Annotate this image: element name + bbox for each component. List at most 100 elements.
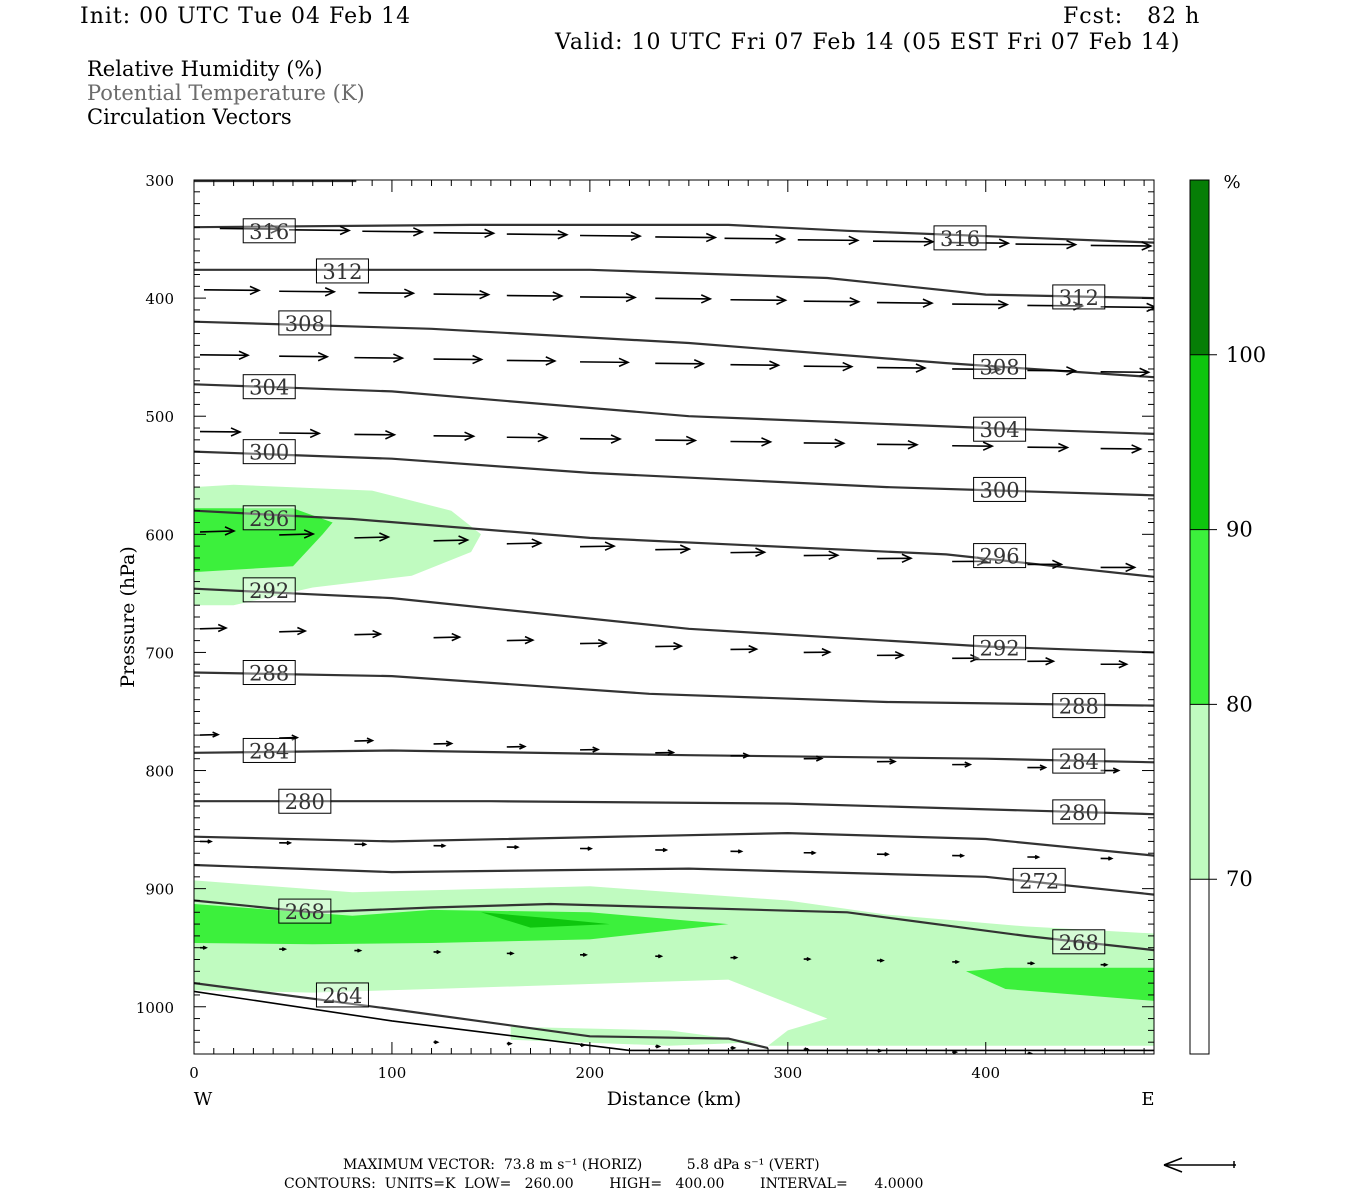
vector-arrow-5-1: [279, 626, 308, 636]
y-tick-label-300: 300: [145, 172, 174, 190]
axes: 300 400 500 600 700 800 900 1000 0 100 200 300 400: [136, 172, 1154, 1082]
contour-label-316-1: 316: [933, 225, 987, 251]
svg-text:268: 268: [1059, 931, 1099, 955]
vector-arrow-0-0: [219, 224, 282, 234]
vector-arrow-1-4: [506, 291, 564, 301]
vector-arrow-7-2: [354, 842, 368, 847]
vector-arrow-7-6: [655, 847, 669, 853]
vector-arrow-4-10: [952, 556, 989, 567]
colorbar-swatch-2: [1190, 529, 1209, 705]
vector-arrow-0-1: [289, 225, 352, 236]
contour-label-316-0: 316: [242, 218, 296, 244]
y-tick-label-700: 700: [145, 644, 174, 662]
contour-label-272-20: 272: [1012, 867, 1066, 893]
vector-arrow-7-11: [1027, 854, 1041, 860]
vector-arrow-6-9: [876, 758, 897, 765]
circulation-vectors: [199, 224, 1154, 1054]
vector-arrow-5-11: [1027, 656, 1056, 666]
svg-text:288: 288: [1059, 695, 1099, 719]
colorbar-unit: %: [1223, 172, 1240, 193]
vector-arrow-3-7: [730, 437, 773, 447]
colorbar-label-70: 70: [1226, 867, 1253, 891]
contour-label-292-12: 292: [242, 577, 296, 603]
vector-arrow-8-5: [580, 952, 588, 957]
y-tick-label-900: 900: [145, 881, 174, 899]
svg-text:316: 316: [940, 227, 980, 251]
vector-arrow-3-10: [952, 441, 995, 451]
vector-arrow-0-4: [506, 229, 569, 240]
svg-text:284: 284: [1059, 750, 1099, 774]
vector-arrow-0-11: [1015, 239, 1078, 250]
vector-arrow-6-3: [433, 740, 454, 747]
vector-arrow-1-5: [580, 292, 637, 303]
vector-arrow-7-0: [199, 839, 213, 844]
vector-arrow-1-8: [803, 296, 861, 307]
vector-arrow-4-4: [506, 538, 543, 548]
x-tick-label-200: 200: [576, 1064, 605, 1082]
vector-arrow-6-6: [655, 749, 676, 756]
isentrope-304: [194, 383, 1154, 435]
vector-arrow-6-10: [952, 761, 973, 768]
isentrope-300: [194, 450, 1154, 497]
contour-label-300-9: 300: [973, 476, 1027, 502]
vector-arrow-6-7: [730, 752, 751, 759]
isentrope-284: [194, 749, 1154, 764]
colorbar-swatch-4: [1190, 180, 1209, 355]
y-axis-label: Pressure (hPa): [117, 546, 139, 688]
contour-label-312-3: 312: [1052, 284, 1106, 310]
vector-arrow-6-8: [803, 755, 824, 762]
vector-arrow-9-6: [876, 1048, 883, 1053]
svg-text:280: 280: [1059, 801, 1099, 825]
vector-arrow-5-3: [433, 632, 462, 642]
svg-text:292: 292: [980, 637, 1020, 661]
vector-arrow-6-0: [199, 731, 220, 738]
contour-label-288-14: 288: [242, 660, 296, 686]
x-axis-label: Distance (km): [607, 1088, 742, 1110]
vector-arrow-8-8: [803, 957, 812, 962]
vector-arrow-3-12: [1100, 444, 1143, 454]
x-tick-label-100: 100: [378, 1064, 407, 1082]
contour-label-296-10: 296: [242, 505, 296, 531]
svg-text:296: 296: [249, 507, 289, 531]
vector-arrow-1-7: [730, 295, 788, 306]
contour-label-308-4: 308: [278, 310, 332, 336]
vector-arrow-4-7: [730, 547, 767, 557]
vector-arrow-6-2: [354, 737, 375, 744]
vector-arrow-3-9: [876, 439, 919, 450]
forecast-hour: Fcst: 82 h: [1063, 4, 1201, 29]
colorbar-label-80: 80: [1226, 692, 1253, 716]
svg-text:308: 308: [980, 356, 1020, 380]
vector-arrow-1-1: [279, 287, 337, 297]
vector-arrow-0-9: [872, 237, 935, 247]
svg-text:284: 284: [249, 739, 289, 763]
vector-arrow-5-6: [655, 641, 684, 651]
svg-text:304: 304: [980, 418, 1020, 442]
contour-label-280-18: 280: [278, 788, 332, 814]
vector-arrow-6-12: [1100, 767, 1121, 774]
contour-label-292-13: 292: [973, 635, 1027, 661]
vector-arrow-5-7: [730, 644, 759, 654]
colorbar-swatch-0: [1190, 879, 1209, 1054]
vector-arrow-3-6: [655, 435, 698, 446]
isentrope-272: [194, 863, 1154, 896]
isentrope-292: [194, 587, 1154, 654]
vector-arrow-2-1: [279, 351, 330, 362]
vector-arrow-5-5: [580, 638, 608, 648]
surface-line: [194, 990, 1154, 1052]
isentrope-312: [194, 268, 1154, 300]
vector-arrow-5-4: [506, 635, 535, 645]
contour-label-300-8: 300: [242, 439, 296, 465]
y-tick-label-600: 600: [145, 526, 174, 544]
contour-label-308-5: 308: [973, 354, 1027, 380]
vector-arrow-9-3: [655, 1044, 662, 1049]
vector-arrow-5-9: [876, 650, 905, 660]
colorbar-label-100: 100: [1226, 343, 1266, 367]
isentrope-280: [194, 800, 1154, 816]
x-tick-label-0: 0: [189, 1064, 199, 1082]
vector-arrow-4-8: [803, 550, 840, 561]
svg-text:312: 312: [322, 260, 362, 284]
vector-arrow-2-3: [433, 354, 484, 365]
vector-arrow-8-2: [354, 948, 363, 953]
vector-arrow-3-2: [354, 430, 397, 440]
